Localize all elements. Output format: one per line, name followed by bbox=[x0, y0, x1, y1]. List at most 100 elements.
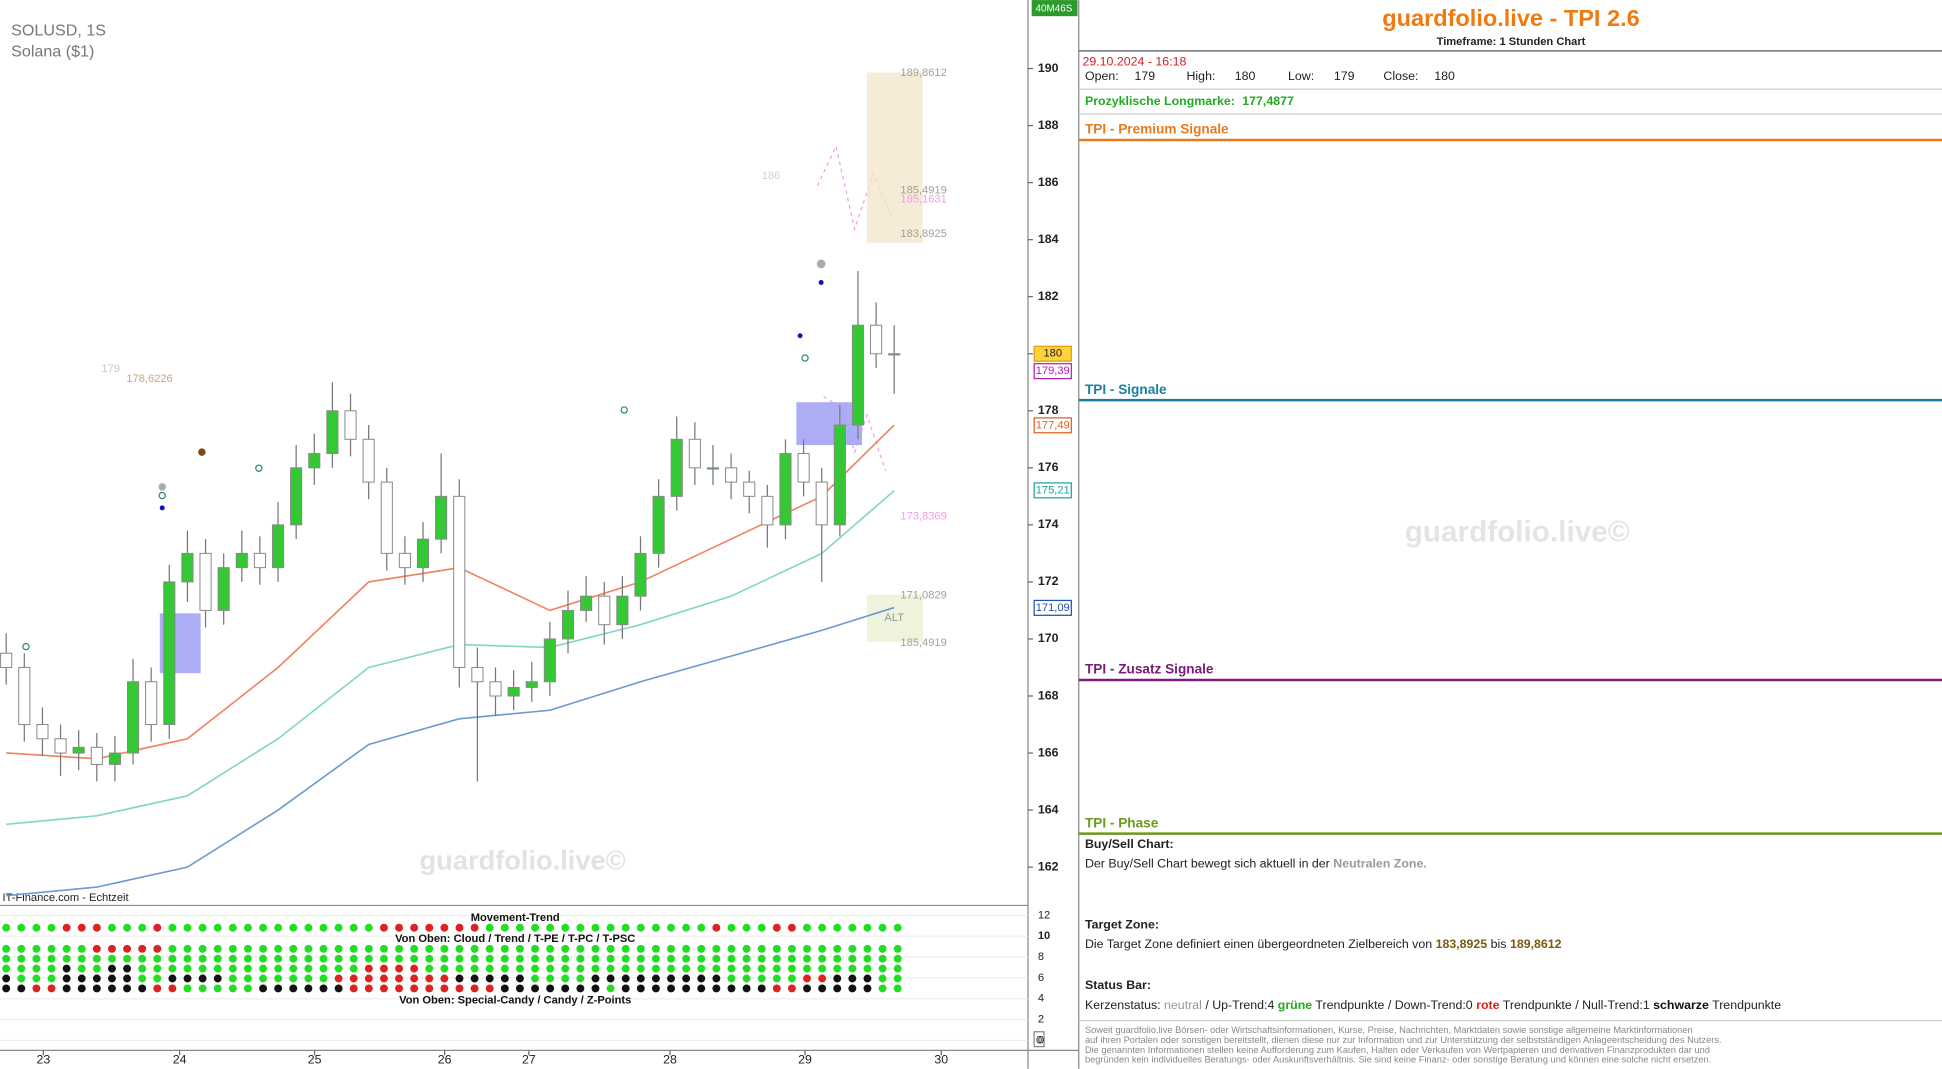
trend-dot bbox=[621, 954, 630, 963]
trend-dot bbox=[77, 954, 86, 963]
buysell-title: Buy/Sell Chart: bbox=[1085, 837, 1174, 851]
candle-body bbox=[145, 681, 158, 726]
trend-dot bbox=[712, 923, 721, 932]
trend-dot bbox=[667, 944, 675, 953]
trend-dot bbox=[364, 944, 373, 953]
trend-dot bbox=[349, 923, 358, 932]
candle-body bbox=[362, 438, 375, 483]
trend-dot bbox=[138, 954, 147, 963]
trend-dot bbox=[259, 944, 268, 953]
trend-dot bbox=[667, 974, 675, 983]
trend-dot bbox=[304, 954, 313, 963]
trend-dot bbox=[32, 964, 41, 973]
y-tick-label: 190 bbox=[1038, 61, 1059, 75]
trend-dot bbox=[546, 974, 555, 983]
trend-dot bbox=[636, 974, 645, 983]
trend-dot bbox=[833, 974, 842, 983]
trend-dot bbox=[183, 964, 192, 973]
trend-dot bbox=[606, 944, 615, 953]
status-part: Trendpunkte bbox=[1312, 998, 1384, 1012]
y-tick-label: 184 bbox=[1038, 232, 1059, 246]
trend-dot bbox=[107, 923, 116, 932]
trend-dot bbox=[62, 964, 71, 973]
section-title: TPI - Premium Signale bbox=[1085, 122, 1229, 137]
trend-dot bbox=[742, 944, 751, 953]
trend-dot bbox=[500, 974, 509, 983]
candle-body bbox=[326, 410, 339, 455]
trend-dot bbox=[32, 944, 41, 953]
trend-dot bbox=[606, 923, 615, 932]
trend-dot bbox=[546, 984, 555, 993]
trend-dot bbox=[500, 944, 509, 953]
candle-body bbox=[525, 681, 538, 688]
trend-dot bbox=[531, 954, 540, 963]
trend-dot bbox=[621, 944, 630, 953]
trend-dot bbox=[274, 964, 283, 973]
trend-dot bbox=[606, 964, 615, 973]
trend-dot bbox=[213, 984, 222, 993]
trend-dot bbox=[138, 923, 147, 932]
trend-dot bbox=[62, 984, 71, 993]
trend-dot bbox=[395, 964, 404, 973]
trend-dot bbox=[576, 974, 585, 983]
target-high: 189,8612 bbox=[1510, 937, 1562, 951]
trend-dot bbox=[591, 944, 600, 953]
trend-dot bbox=[651, 954, 660, 963]
text: Die Target Zone definiert einen übergeor… bbox=[1085, 937, 1432, 951]
trend-dot bbox=[349, 974, 358, 983]
status-part: / Null-Trend:1 bbox=[1572, 998, 1650, 1012]
candle-body bbox=[870, 324, 883, 355]
candle-body bbox=[670, 438, 683, 497]
trend-dot bbox=[259, 974, 268, 983]
trend-dot bbox=[349, 964, 358, 973]
candle-body bbox=[90, 746, 103, 765]
trend-dot bbox=[198, 974, 207, 983]
y-tick-label: 172 bbox=[1038, 574, 1059, 588]
trend-dot bbox=[440, 954, 449, 963]
trend-dot bbox=[515, 923, 524, 932]
status-part: grüne bbox=[1274, 998, 1312, 1012]
trend-dot bbox=[500, 964, 509, 973]
trend-dot bbox=[863, 984, 872, 993]
trend-dot bbox=[379, 923, 388, 932]
trend-dot bbox=[62, 954, 71, 963]
price-tag-label: 179,39 bbox=[1036, 365, 1070, 377]
candle-body bbox=[797, 453, 810, 483]
price-tag bbox=[1033, 482, 1072, 499]
datetime: 29.10.2024 - 16:18 bbox=[1082, 54, 1186, 68]
trend-dot bbox=[848, 964, 857, 973]
trend-dot bbox=[515, 974, 524, 983]
trend-dot bbox=[274, 944, 283, 953]
trend-dot bbox=[47, 974, 56, 983]
trend-dot bbox=[395, 984, 404, 993]
trend-dot bbox=[848, 974, 857, 983]
trend-dot bbox=[364, 923, 373, 932]
trend-dot bbox=[17, 923, 26, 932]
trend-dot bbox=[848, 923, 857, 932]
trend-dot bbox=[667, 954, 675, 963]
trend-dot bbox=[319, 954, 328, 963]
trend-dot bbox=[153, 974, 162, 983]
candle-body bbox=[18, 666, 31, 726]
trend-dot bbox=[576, 964, 585, 973]
trend-dot bbox=[198, 984, 207, 993]
trend-dot bbox=[168, 984, 177, 993]
trend-dot bbox=[531, 964, 540, 973]
trend-dot bbox=[531, 974, 540, 983]
candle-body bbox=[725, 467, 738, 483]
trend-dot bbox=[17, 974, 26, 983]
trend-dot bbox=[168, 923, 177, 932]
ohlc-label: Low: bbox=[1288, 69, 1314, 83]
trend-dot bbox=[697, 964, 706, 973]
candle-body bbox=[72, 746, 85, 754]
trend-dot bbox=[395, 974, 404, 983]
trend-dot bbox=[561, 954, 570, 963]
trend-dot bbox=[440, 923, 449, 932]
status-part: rote bbox=[1473, 998, 1500, 1012]
trend-dot bbox=[213, 964, 222, 973]
trend-dot bbox=[682, 984, 691, 993]
trend-dot bbox=[379, 984, 388, 993]
trend-dot bbox=[878, 974, 887, 983]
trend-dot bbox=[531, 944, 540, 953]
